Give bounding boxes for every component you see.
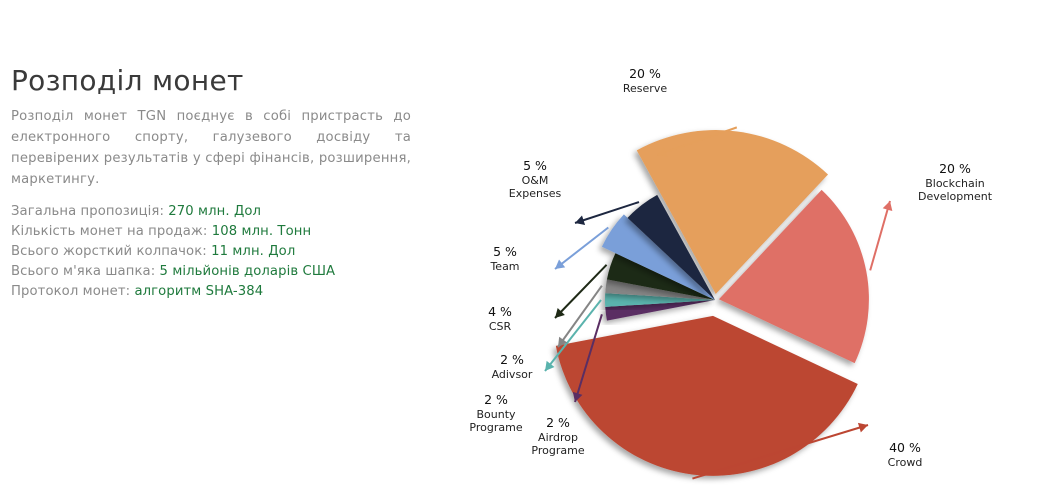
callout-arrowhead (555, 259, 566, 269)
pie-slice-team (601, 214, 715, 300)
slice-name-label: Programe (469, 421, 522, 434)
slice-name-label: Bounty (476, 408, 516, 421)
slice-name-label: Development (918, 190, 993, 203)
slice-name-label: Airdrop (538, 431, 578, 444)
callout-line (554, 226, 609, 270)
slice-percent-label: 5 % (523, 158, 547, 173)
pie-slice-blockchain-development (718, 189, 869, 364)
fact-soft-cap: Всього м'яка шапка: 5 мільйонів доларів … (11, 262, 411, 282)
fact-label: Протокол монет: (11, 283, 135, 299)
fact-label: Всього м'яка шапка: (11, 263, 160, 279)
callout-line (656, 126, 738, 156)
slice-name-label: CSR (489, 320, 512, 333)
callout-arrowhead (575, 215, 586, 225)
fact-value: алгоритм SHA-384 (134, 283, 264, 299)
callout-arrowhead (857, 422, 868, 433)
slice-name-label: Adivsor (492, 368, 533, 381)
fact-hard-cap: Всього жорсткий колпачок: 11 млн. Дол (11, 242, 411, 262)
callout-arrowhead (558, 336, 568, 347)
callout-line (554, 264, 608, 319)
slice-percent-label: 5 % (493, 244, 517, 259)
pie-slice-reserve (636, 130, 829, 295)
callout-line (574, 313, 603, 403)
fact-coins-for-sale: Кількість монет на продаж: 108 млн. Тонн (11, 222, 411, 242)
coin-distribution-section: Розподіл монет Розподіл монет TGN поєдну… (11, 64, 411, 302)
pie-slice-crowd (555, 315, 858, 476)
pie-slice-airdrop-programe (605, 300, 715, 321)
slice-name-label: Reserve (623, 82, 667, 95)
fact-value: 5 мільйонів доларів США (159, 263, 336, 279)
section-title: Розподіл монет (11, 64, 244, 97)
callout-arrowhead (657, 147, 668, 157)
slice-percent-label: 20 % (629, 66, 661, 81)
fact-label: Всього жорсткий колпачок: (11, 243, 212, 259)
callout-arrowhead (572, 391, 583, 402)
fact-label: Загальна пропозиція: (11, 203, 169, 219)
callout-arrowhead (555, 308, 565, 318)
token-facts-list: Загальна пропозиція: 270 млн. Дол Кількі… (11, 202, 411, 302)
callout-line (869, 200, 891, 271)
pie-slice-bounty-programe (605, 293, 715, 307)
callout-arrowhead (882, 201, 893, 212)
slice-name-label: Expenses (509, 187, 562, 200)
slice-name-label: Team (489, 260, 519, 273)
fact-coin-protocol: Протокол монет: алгоритм SHA-384 (11, 282, 411, 302)
fact-value: 11 млн. Дол (211, 243, 296, 259)
pie-slice-csr (606, 253, 715, 300)
pie-slice-o-m-expenses (627, 194, 715, 300)
fact-label: Кількість монет на продаж: (11, 223, 212, 239)
pie-slice-adivsor (605, 279, 715, 300)
slice-percent-label: 2 % (484, 392, 508, 407)
callout-line (692, 424, 869, 480)
slice-percent-label: 40 % (889, 440, 921, 455)
slice-name-label: Crowd (888, 456, 923, 469)
slice-percent-label: 4 % (488, 304, 512, 319)
pie-slices (555, 130, 869, 476)
callout-line (557, 285, 603, 348)
slice-name-label: O&M (522, 174, 549, 187)
slice-percent-label: 20 % (939, 161, 971, 176)
slice-percent-label: 2 % (546, 415, 570, 430)
callout-arrowhead (545, 360, 555, 371)
fact-value: 108 млн. Тонн (211, 223, 312, 239)
slice-percent-label: 2 % (500, 352, 524, 367)
section-description: Розподіл монет TGN поєднує в собі пристр… (11, 108, 411, 187)
callout-line (574, 201, 640, 224)
callout-line (544, 299, 602, 372)
slice-name-label: Blockchain (925, 177, 985, 190)
slice-name-label: Programe (531, 444, 584, 457)
fact-total-supply: Загальна пропозиція: 270 млн. Дол (11, 202, 411, 222)
fact-value: 270 млн. Дол (168, 203, 262, 219)
